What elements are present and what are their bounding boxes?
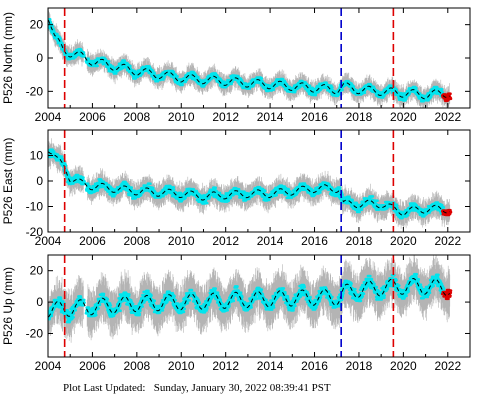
plot-area	[48, 255, 453, 343]
y-tick-label: -10	[26, 200, 44, 214]
recent-positions	[440, 288, 453, 301]
x-tick-label: 2008	[123, 110, 150, 124]
y-tick-label: 10	[30, 149, 44, 163]
x-tick-label: 2010	[168, 110, 195, 124]
x-tick-label: 2016	[301, 110, 328, 124]
y-tick-label: 0	[36, 174, 43, 188]
x-tick-label: 2010	[168, 359, 195, 373]
x-tick-label: 2010	[168, 234, 195, 248]
x-tick-label: 2022	[434, 110, 461, 124]
x-tick-label: 2016	[301, 234, 328, 248]
x-tick-label: 2016	[301, 359, 328, 373]
y-axis-label: P526 Up (mm)	[1, 267, 15, 345]
x-tick-label: 2014	[257, 110, 284, 124]
x-tick-label: 2008	[123, 359, 150, 373]
updated-timestamp: Sunday, January 30, 2022 08:39:41 PST	[153, 382, 331, 394]
x-tick-label: 2008	[123, 234, 150, 248]
y-tick-label: 20	[30, 264, 44, 278]
plot-area	[48, 138, 453, 229]
error-bars	[48, 8, 451, 108]
east-panel: 2004 2006 2008 2010 2012 2014 2016 2018 2020 2022…	[1, 129, 471, 248]
plot-last-updated: Plot Last Updated: Sunday, January 30, 2…	[63, 382, 331, 394]
x-tick-label: 2004	[35, 234, 62, 248]
x-tick-label: 2006	[79, 234, 106, 248]
x-tick-label: 2012	[212, 359, 239, 373]
x-tick-label: 2006	[79, 110, 106, 124]
up-panel: 2004 2006 2008 2010 2012 2014 2016 2018 2020 2022…	[1, 254, 471, 373]
x-tick-label: 2012	[212, 234, 239, 248]
y-tick-label: -20	[26, 225, 44, 239]
x-tick-label: 2018	[346, 234, 373, 248]
x-tick-label: 2004	[35, 110, 62, 124]
y-tick-label: -20	[26, 84, 44, 98]
x-tick-label: 2022	[434, 234, 461, 248]
y-axis-label: P526 East (mm)	[1, 138, 15, 225]
x-tick-label: 2022	[434, 359, 461, 373]
plot-area	[48, 8, 453, 108]
x-tick-label: 2018	[346, 359, 373, 373]
model-fit-line	[48, 277, 450, 318]
north-panel: 2004 2006 2008 2010 2012 2014 2016 2018 2020 2022…	[1, 7, 471, 124]
x-tick-label: 2018	[346, 110, 373, 124]
x-tick-label: 2014	[257, 234, 284, 248]
x-tick-label: 2004	[35, 359, 62, 373]
y-tick-label: 0	[36, 51, 43, 65]
model-fit-line	[48, 151, 450, 216]
x-tick-label: 2020	[390, 359, 417, 373]
updated-label: Plot Last Updated:	[63, 382, 146, 394]
y-tick-label: 0	[36, 295, 43, 309]
x-tick-label: 2006	[79, 359, 106, 373]
x-tick-label: 2014	[257, 359, 284, 373]
y-tick-label: 20	[30, 18, 44, 32]
model-fit-line	[48, 19, 450, 100]
axes-frame	[47, 254, 471, 358]
daily-positions	[48, 18, 446, 103]
error-bars	[48, 138, 451, 229]
x-tick-label: 2012	[212, 110, 239, 124]
y-axis-label: P526 North (mm)	[1, 12, 15, 104]
x-tick-label: 2020	[390, 110, 417, 124]
x-tick-label: 2020	[390, 234, 417, 248]
y-tick-label: -20	[26, 326, 44, 340]
